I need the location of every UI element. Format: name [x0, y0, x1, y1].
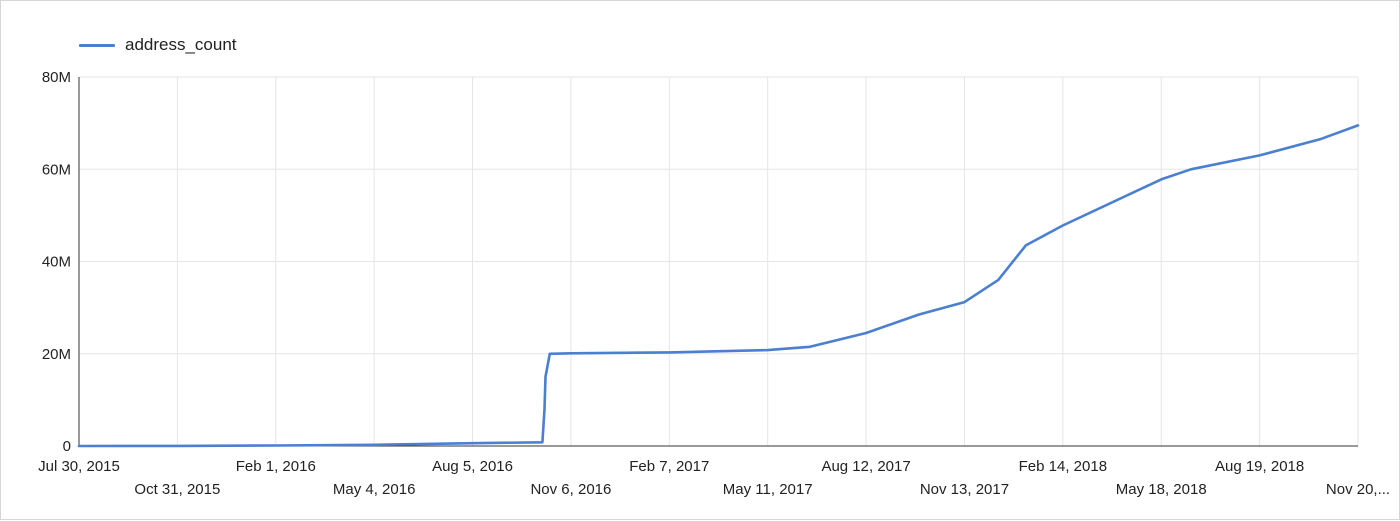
y-tick-label: 80M — [42, 69, 71, 86]
x-tick-label: Aug 12, 2017 — [821, 458, 910, 475]
x-tick-label: Feb 1, 2016 — [236, 458, 316, 475]
legend-swatch — [79, 43, 115, 47]
x-tick-label: Feb 7, 2017 — [629, 458, 709, 475]
x-tick-label: Jul 30, 2015 — [38, 458, 120, 475]
y-tick-label: 40M — [42, 254, 71, 271]
tick-labels: 0 20M 40M 60M 80M Jul 30, 2015 Oct 31, 2015 Feb… — [38, 69, 1390, 498]
gridlines — [79, 76, 1359, 446]
series-layer — [77, 124, 1360, 448]
x-tick-label: May 11, 2017 — [723, 481, 813, 498]
y-tick-label: 60M — [42, 161, 71, 178]
x-tick-label: Aug 19, 2018 — [1215, 458, 1304, 475]
x-tick-label: May 18, 2018 — [1116, 481, 1207, 498]
x-tick-label: Oct 31, 2015 — [134, 481, 220, 498]
legend[interactable]: address_count — [79, 35, 237, 55]
x-tick-label: Nov 6, 2016 — [530, 481, 611, 498]
x-tick-label: Feb 14, 2018 — [1019, 458, 1107, 475]
y-tick-label: 0 — [63, 438, 71, 455]
y-tick-label: 20M — [42, 346, 71, 363]
x-tick-label: Nov 13, 2017 — [920, 481, 1009, 498]
series-line-address-count — [77, 124, 1360, 448]
x-tick-label: Aug 5, 2016 — [432, 458, 513, 475]
x-tick-label: May 4, 2016 — [333, 481, 416, 498]
legend-label: address_count — [125, 35, 237, 54]
x-tick-label: Nov 20,... — [1326, 481, 1390, 498]
